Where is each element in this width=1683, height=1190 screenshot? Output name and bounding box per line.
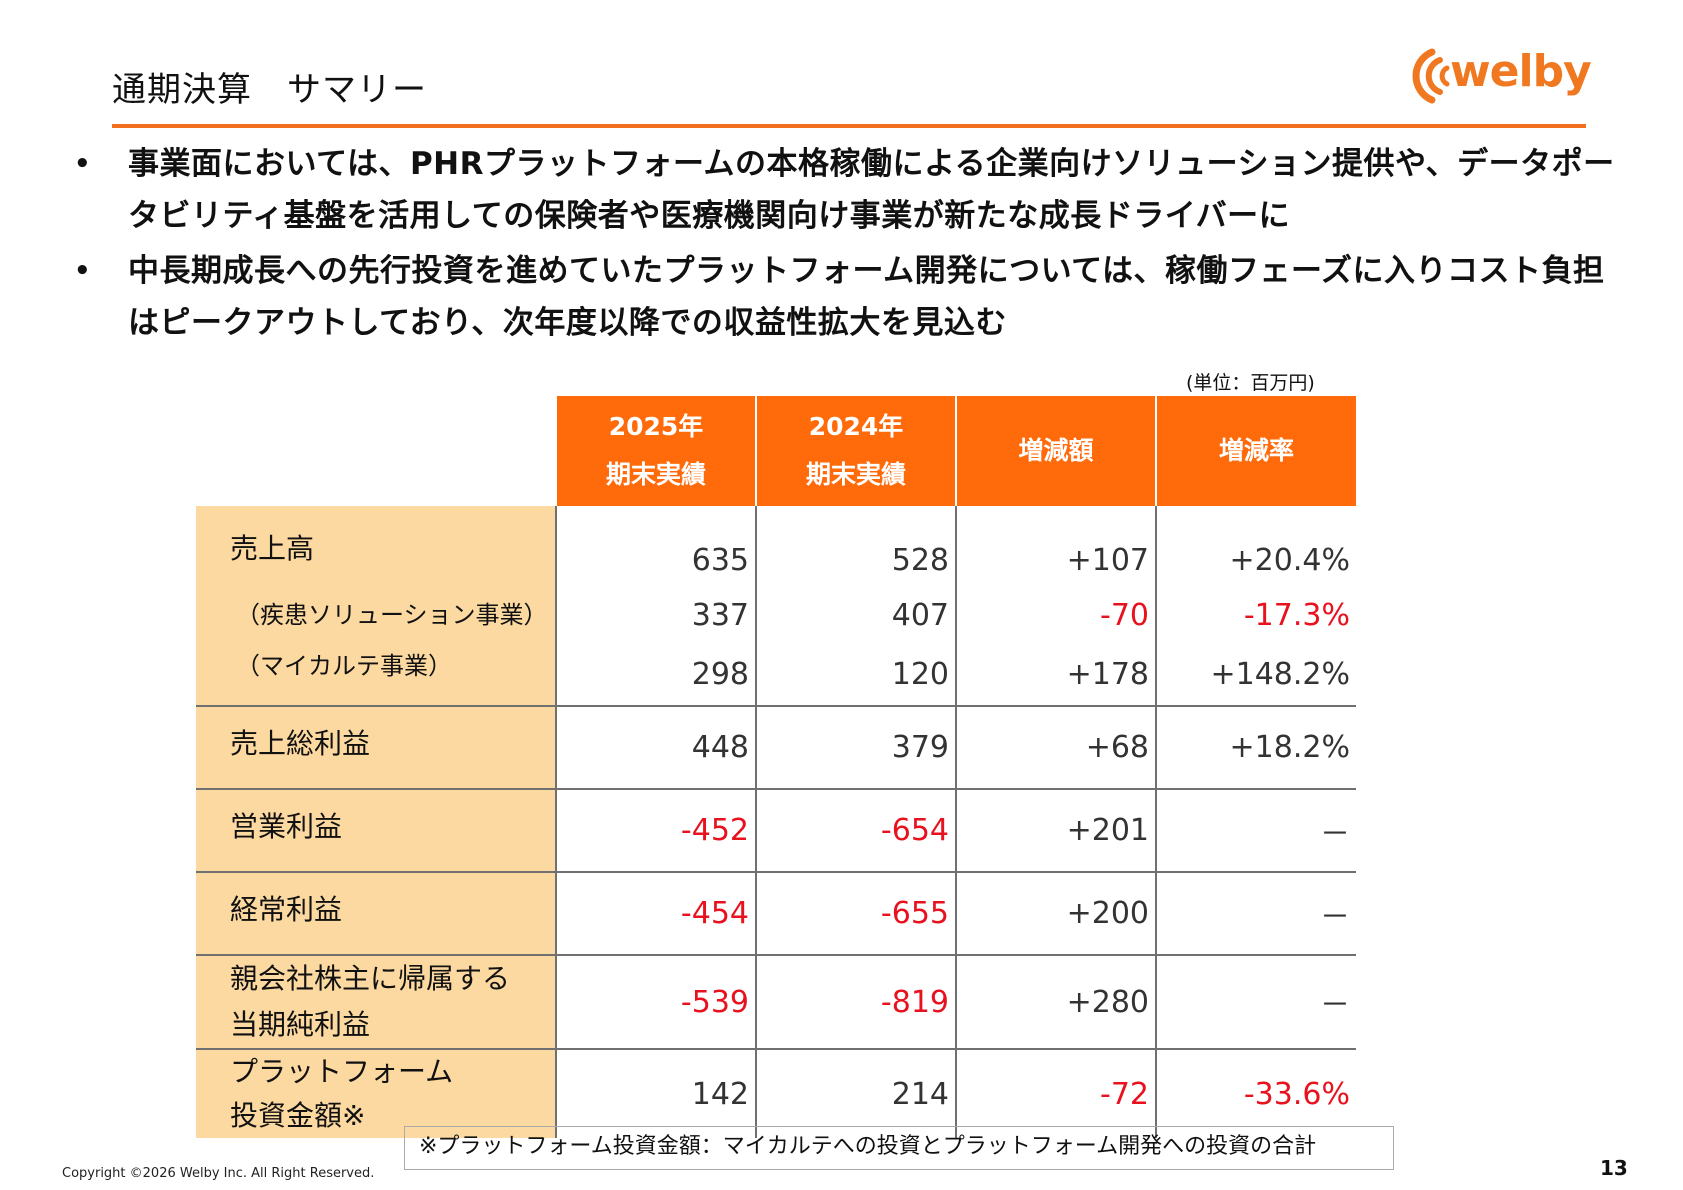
bullet-item: • 事業面においては、PHRプラットフォームの本格稼働による企業向けソリューショ… — [70, 138, 1630, 242]
cell-value: 214 — [755, 1048, 956, 1138]
cell-value: -655 — [755, 871, 956, 955]
bullet-item: • 中長期成長への先行投資を進めていたプラットフォーム開発については、稼働フェー… — [70, 245, 1630, 349]
cell-value: -454 — [555, 871, 756, 955]
table-row: 売上総利益 448 379 +68 +18.2% — [196, 705, 1356, 789]
col-header-2025: 2025年 期末実績 — [555, 396, 756, 506]
footnote: ※プラットフォーム投資金額：マイカルテへの投資とプラットフォーム開発への投資の合… — [404, 1126, 1394, 1170]
table-row: 親会社株主に帰属する 当期純利益 -539 -819 +280 － — [196, 954, 1356, 1049]
table-row: （疾患ソリューション事業） 337 407 -70 -17.3% — [196, 586, 1356, 644]
welby-logo: welby — [1402, 44, 1592, 108]
cell-value: -17.3% — [1155, 586, 1356, 644]
cell-value: +68 — [955, 705, 1156, 789]
table-header-row: 2025年 期末実績 2024年 期末実績 増減額 増減率 — [196, 396, 1356, 506]
cell-value: 120 — [755, 644, 956, 706]
bullet-text: 中長期成長への先行投資を進めていたプラットフォーム開発については、稼働フェーズに… — [128, 253, 1605, 341]
table-row: プラットフォーム 投資金額※ 142 214 -72 -33.6% — [196, 1048, 1356, 1138]
cell-value: -654 — [755, 788, 956, 872]
cell-value: 298 — [555, 644, 756, 706]
logo-wordmark: welby — [1450, 46, 1592, 97]
row-label: 売上高 — [196, 506, 556, 586]
cell-value: 448 — [555, 705, 756, 789]
cell-value: +20.4% — [1155, 506, 1356, 586]
row-label: 親会社株主に帰属する 当期純利益 — [196, 954, 556, 1049]
cell-value: +201 — [955, 788, 1156, 872]
cell-value: -819 — [755, 954, 956, 1049]
row-label: 売上総利益 — [196, 705, 556, 789]
title-divider — [112, 124, 1586, 128]
table-row: 営業利益 -452 -654 +201 － — [196, 788, 1356, 872]
cell-value: -72 — [955, 1048, 1156, 1138]
table-row: 売上高 635 528 +107 +20.4% — [196, 506, 1356, 586]
cell-value: -70 — [955, 586, 1156, 644]
header-blank-cell — [196, 396, 556, 506]
unit-label: (単位：百万円) — [1186, 372, 1315, 394]
row-label: （マイカルテ事業） — [196, 644, 556, 706]
cell-value: 337 — [555, 586, 756, 644]
cell-value: 142 — [555, 1048, 756, 1138]
cell-value: 379 — [755, 705, 956, 789]
financial-summary-table: 2025年 期末実績 2024年 期末実績 増減額 増減率 売上高 635 528 … — [196, 396, 1356, 1138]
row-label: 営業利益 — [196, 788, 556, 872]
col-header-2024: 2024年 期末実績 — [755, 396, 956, 506]
bullet-marker: • — [74, 149, 91, 179]
cell-value: 528 — [755, 506, 956, 586]
cell-value: +148.2% — [1155, 644, 1356, 706]
bullet-marker: • — [74, 256, 91, 286]
page-title: 通期決算 サマリー — [112, 70, 427, 110]
summary-bullets: • 事業面においては、PHRプラットフォームの本格稼働による企業向けソリューショ… — [70, 138, 1630, 352]
cell-value: +280 — [955, 954, 1156, 1049]
copyright-text: Copyright ©2026 Welby Inc. All Right Res… — [62, 1166, 375, 1181]
col-header-change-amount: 増減額 — [955, 396, 1156, 506]
cell-value: -539 — [555, 954, 756, 1049]
cell-value: +18.2% — [1155, 705, 1356, 789]
table-row: 経常利益 -454 -655 +200 － — [196, 871, 1356, 955]
cell-value: +200 — [955, 871, 1156, 955]
cell-value: － — [1155, 788, 1356, 872]
row-label: プラットフォーム 投資金額※ — [196, 1048, 556, 1138]
cell-value: － — [1155, 871, 1356, 955]
table-row: （マイカルテ事業） 298 120 +178 +148.2% — [196, 644, 1356, 706]
cell-value: 635 — [555, 506, 756, 586]
bullet-text: 事業面においては、PHRプラットフォームの本格稼働による企業向けソリューション提… — [128, 146, 1615, 234]
cell-value: +107 — [955, 506, 1156, 586]
cell-value: 407 — [755, 586, 956, 644]
logo-wave-icon — [1412, 48, 1450, 104]
row-label: （疾患ソリューション事業） — [196, 586, 556, 644]
cell-value: -452 — [555, 788, 756, 872]
cell-value: － — [1155, 954, 1356, 1049]
cell-value: -33.6% — [1155, 1048, 1356, 1138]
cell-value: +178 — [955, 644, 1156, 706]
col-header-change-rate: 増減率 — [1155, 396, 1356, 506]
row-label: 経常利益 — [196, 871, 556, 955]
page-number: 13 — [1600, 1156, 1628, 1180]
